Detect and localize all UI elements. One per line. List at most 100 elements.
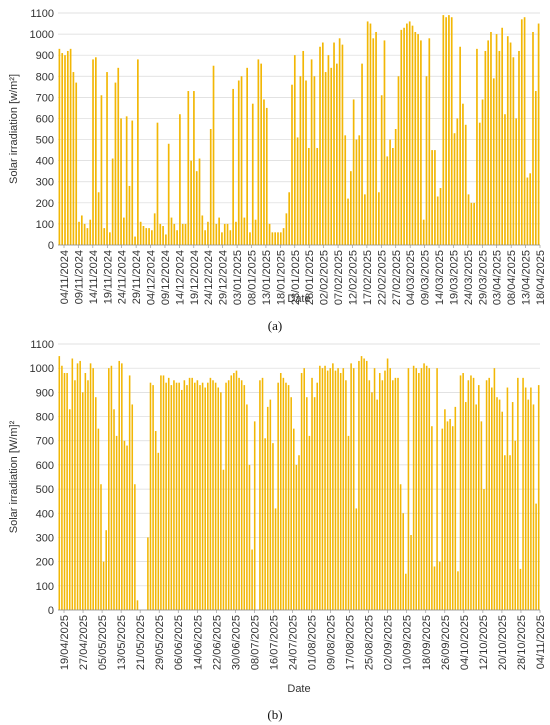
bar: [257, 59, 260, 246]
bar: [386, 156, 389, 245]
bar: [316, 147, 319, 245]
x-tick-label: 25/08/2025: [364, 615, 376, 670]
bar: [156, 122, 159, 245]
x-tick-label: 24/03/2025: [463, 250, 475, 305]
bar: [484, 50, 487, 245]
bar: [240, 380, 243, 610]
bar: [173, 380, 175, 610]
x-tick-label: 09/11/2024: [73, 250, 85, 304]
bar: [115, 435, 118, 610]
bar: [347, 435, 350, 610]
bar: [94, 57, 97, 245]
bar: [476, 48, 478, 245]
bar: [149, 382, 152, 610]
bar: [371, 392, 373, 610]
bar: [316, 382, 319, 610]
bar: [188, 377, 191, 610]
bar: [333, 42, 335, 246]
bar: [302, 50, 305, 245]
x-tick-label: 29/03/2025: [477, 250, 489, 305]
bar: [389, 139, 391, 245]
bar: [296, 137, 299, 245]
bar: [496, 397, 498, 610]
bar: [319, 365, 321, 610]
bar: [269, 399, 272, 610]
bar: [178, 382, 180, 610]
bar: [198, 158, 201, 245]
x-tick-label: 04/11/2024: [59, 250, 71, 304]
y-tick-label: 100: [36, 581, 54, 593]
bar: [134, 236, 136, 245]
y-tick-label: 600: [36, 113, 54, 125]
bar: [186, 385, 188, 610]
bar: [384, 370, 386, 610]
x-tick-label: 03/04/2025: [492, 250, 504, 305]
bar: [517, 377, 519, 610]
bar: [218, 217, 220, 245]
bar: [145, 228, 148, 245]
bar: [462, 103, 464, 245]
y-tick-label: 900: [36, 50, 54, 62]
bar: [457, 571, 459, 610]
bar: [214, 382, 217, 610]
bar: [246, 67, 248, 245]
y-tick-label: 800: [36, 71, 54, 83]
bar: [420, 368, 423, 610]
x-tick-label: 14/06/2025: [192, 615, 204, 670]
bar: [100, 484, 102, 610]
x-tick-label: 24/12/2024: [203, 250, 215, 305]
x-tick-label: 24/11/2024: [117, 250, 129, 304]
bar: [175, 382, 178, 610]
bar: [408, 21, 411, 245]
bar: [113, 409, 115, 610]
bar: [537, 385, 540, 610]
bar: [207, 382, 209, 610]
bar: [215, 223, 218, 245]
bar: [303, 368, 305, 610]
bar: [123, 217, 125, 245]
x-tick-label: 22/06/2025: [211, 615, 223, 670]
x-tick-label: 10/09/2025: [402, 615, 414, 670]
bar: [344, 135, 347, 245]
bar: [263, 99, 265, 246]
y-tick-label: 300: [36, 177, 54, 189]
bar: [350, 171, 352, 245]
bar: [520, 19, 523, 246]
x-tick-label: 04/11/2025: [535, 615, 547, 669]
bar: [376, 399, 378, 610]
x-tick-label: 27/02/2025: [391, 250, 403, 305]
bar: [375, 31, 377, 246]
bar: [183, 380, 186, 610]
bar: [369, 23, 372, 245]
bar: [518, 50, 520, 245]
bar: [235, 221, 237, 245]
y-tick-label: 400: [36, 156, 54, 168]
bar: [195, 171, 198, 245]
bar: [434, 150, 436, 245]
bar: [365, 360, 368, 610]
bar: [232, 88, 234, 245]
bar: [361, 63, 363, 246]
bar: [78, 221, 80, 245]
bar: [111, 158, 114, 245]
y-tick-label: 100: [36, 219, 54, 231]
bar: [288, 192, 291, 245]
bar: [89, 363, 92, 610]
bar: [324, 72, 327, 246]
bar: [498, 50, 501, 245]
bar: [165, 382, 167, 610]
bar: [66, 373, 68, 610]
bar: [529, 173, 532, 245]
x-tick-label: 08/01/2025: [247, 250, 259, 305]
bar: [473, 202, 475, 245]
bar: [535, 503, 537, 610]
x-axis-title: Date: [287, 293, 310, 305]
bar: [534, 91, 537, 245]
bar: [487, 40, 489, 245]
caption-b: (b): [267, 707, 283, 722]
bar: [504, 114, 506, 246]
bar: [394, 129, 397, 245]
x-tick-label: 06/06/2025: [173, 615, 185, 670]
bar: [193, 91, 195, 245]
